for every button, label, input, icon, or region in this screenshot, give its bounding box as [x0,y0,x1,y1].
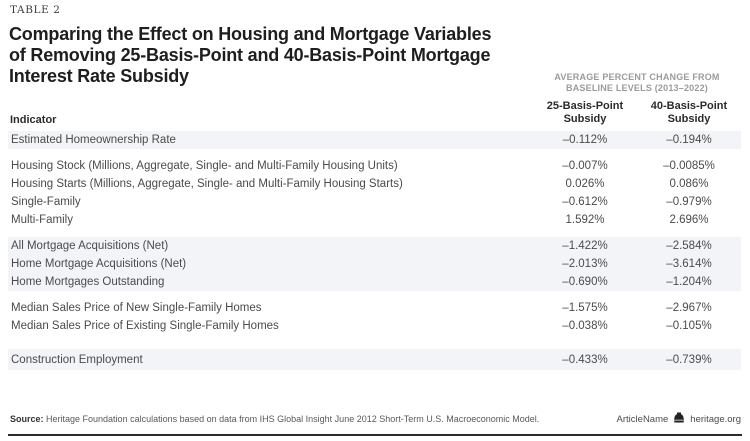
column-group-header-line-1: AVERAGE PERCENT CHANGE FROM [554,72,720,82]
table-row: Median Sales Price of New Single-Family … [8,299,741,317]
value-25bp: –1.575% [562,302,608,314]
value-40bp: –2.584% [666,240,712,252]
value-40bp: –1.204% [666,276,712,288]
table-group-construction: Construction Employment –0.433% –0.739% [8,349,741,370]
row-label: Home Mortgage Acquisitions (Net) [11,258,187,270]
value-25bp: –0.612% [562,196,608,208]
table-row: Single-Family –0.612% –0.979% [8,193,741,211]
value-40bp: –2.967% [666,302,712,314]
table-row: Housing Starts (Millions, Aggregate, Sin… [8,175,741,193]
source-note: Source: Heritage Foundation calculations… [10,414,539,424]
column-header-40bp: 40-Basis-Point Subsidy [650,100,728,125]
article-name: ArticleName [616,413,669,425]
row-label: Construction Employment [11,353,143,366]
heritage-bell-icon [673,412,685,426]
value-40bp: 0.086% [669,178,709,190]
table-group-housing: Housing Stock (Millions, Aggregate, Sing… [8,157,741,229]
value-25bp: –2.013% [562,258,608,270]
value-40bp: 2.696% [669,214,709,226]
column-header-25bp: 25-Basis-Point Subsidy [546,100,624,125]
row-label: All Mortgage Acquisitions (Net) [11,240,169,252]
table-number-label: TABLE 2 [10,4,61,16]
column-header-indicator: Indicator [10,114,57,126]
table-group-mortgages: All Mortgage Acquisitions (Net) –1.422% … [8,237,741,291]
value-25bp: 1.592% [565,214,605,226]
source-text: Heritage Foundation calculations based o… [43,414,540,424]
value-40bp: –0.0085% [663,160,715,172]
value-25bp: –0.007% [562,160,608,172]
table-title: Comparing the Effect on Housing and Mort… [9,24,529,87]
table-row: All Mortgage Acquisitions (Net) –1.422% … [8,237,741,255]
table-group-median-prices: Median Sales Price of New Single-Family … [8,299,741,335]
row-label: Multi-Family [11,214,73,226]
value-25bp: –1.422% [562,240,608,252]
source-label: Source: [10,414,44,424]
column-headers: 25-Basis-Point Subsidy 40-Basis-Point Su… [533,100,741,125]
value-25bp: 0.026% [565,178,605,190]
table-row: Median Sales Price of Existing Single-Fa… [8,317,741,335]
value-40bp: –3.614% [666,258,712,270]
value-40bp: –0.105% [666,320,712,332]
title-line-2: of Removing 25-Basis-Point and 40-Basis-… [9,45,491,65]
value-40bp: –0.739% [666,353,712,366]
value-25bp: –0.690% [562,276,608,288]
row-label: Housing Starts (Millions, Aggregate, Sin… [11,178,403,190]
table-row: Multi-Family 1.592% 2.696% [8,211,741,229]
table-row: Construction Employment –0.433% –0.739% [8,349,741,370]
column-group-header: AVERAGE PERCENT CHANGE FROM BASELINE LEV… [533,72,741,94]
table-group-homeownership: Estimated Homeownership Rate –0.112% –0.… [8,131,741,149]
row-label: Single-Family [11,196,81,208]
table-body: Estimated Homeownership Rate –0.112% –0.… [8,131,741,370]
value-40bp: –0.194% [666,134,712,146]
value-25bp: –0.038% [562,320,608,332]
table-row: Estimated Homeownership Rate –0.112% –0.… [8,131,741,149]
value-40bp: –0.979% [666,196,712,208]
column-group-header-line-2: BASELINE LEVELS (2013–2022) [566,83,708,93]
value-25bp: –0.433% [562,353,608,366]
table-row: Housing Stock (Millions, Aggregate, Sing… [8,157,741,175]
row-label: Median Sales Price of New Single-Family … [11,302,262,314]
title-line-1: Comparing the Effect on Housing and Mort… [9,24,492,44]
footer-branding: ArticleName heritage.org [617,412,741,426]
site-link[interactable]: heritage.org [690,413,741,425]
value-25bp: –0.112% [562,134,608,146]
table-row: Home Mortgages Outstanding –0.690% –1.20… [8,273,741,291]
title-line-3: Interest Rate Subsidy [9,66,189,86]
row-label: Housing Stock (Millions, Aggregate, Sing… [11,160,398,172]
row-label: Median Sales Price of Existing Single-Fa… [11,320,279,332]
table-row: Home Mortgage Acquisitions (Net) –2.013%… [8,255,741,273]
row-label: Home Mortgages Outstanding [11,276,165,288]
bottom-rule [8,434,742,436]
row-label: Estimated Homeownership Rate [11,134,176,146]
